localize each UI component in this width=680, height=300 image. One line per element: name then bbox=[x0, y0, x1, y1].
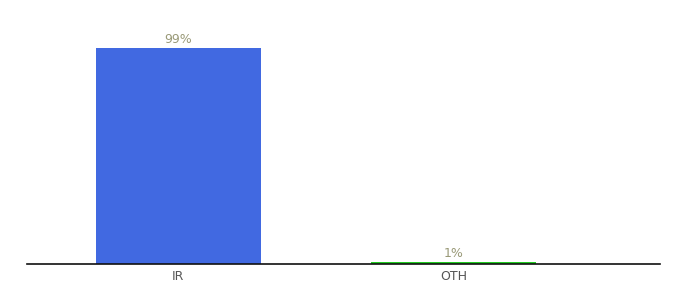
Text: 99%: 99% bbox=[165, 33, 192, 46]
Bar bbox=[96, 48, 261, 264]
Bar bbox=[371, 262, 536, 264]
Text: 1%: 1% bbox=[443, 247, 463, 260]
